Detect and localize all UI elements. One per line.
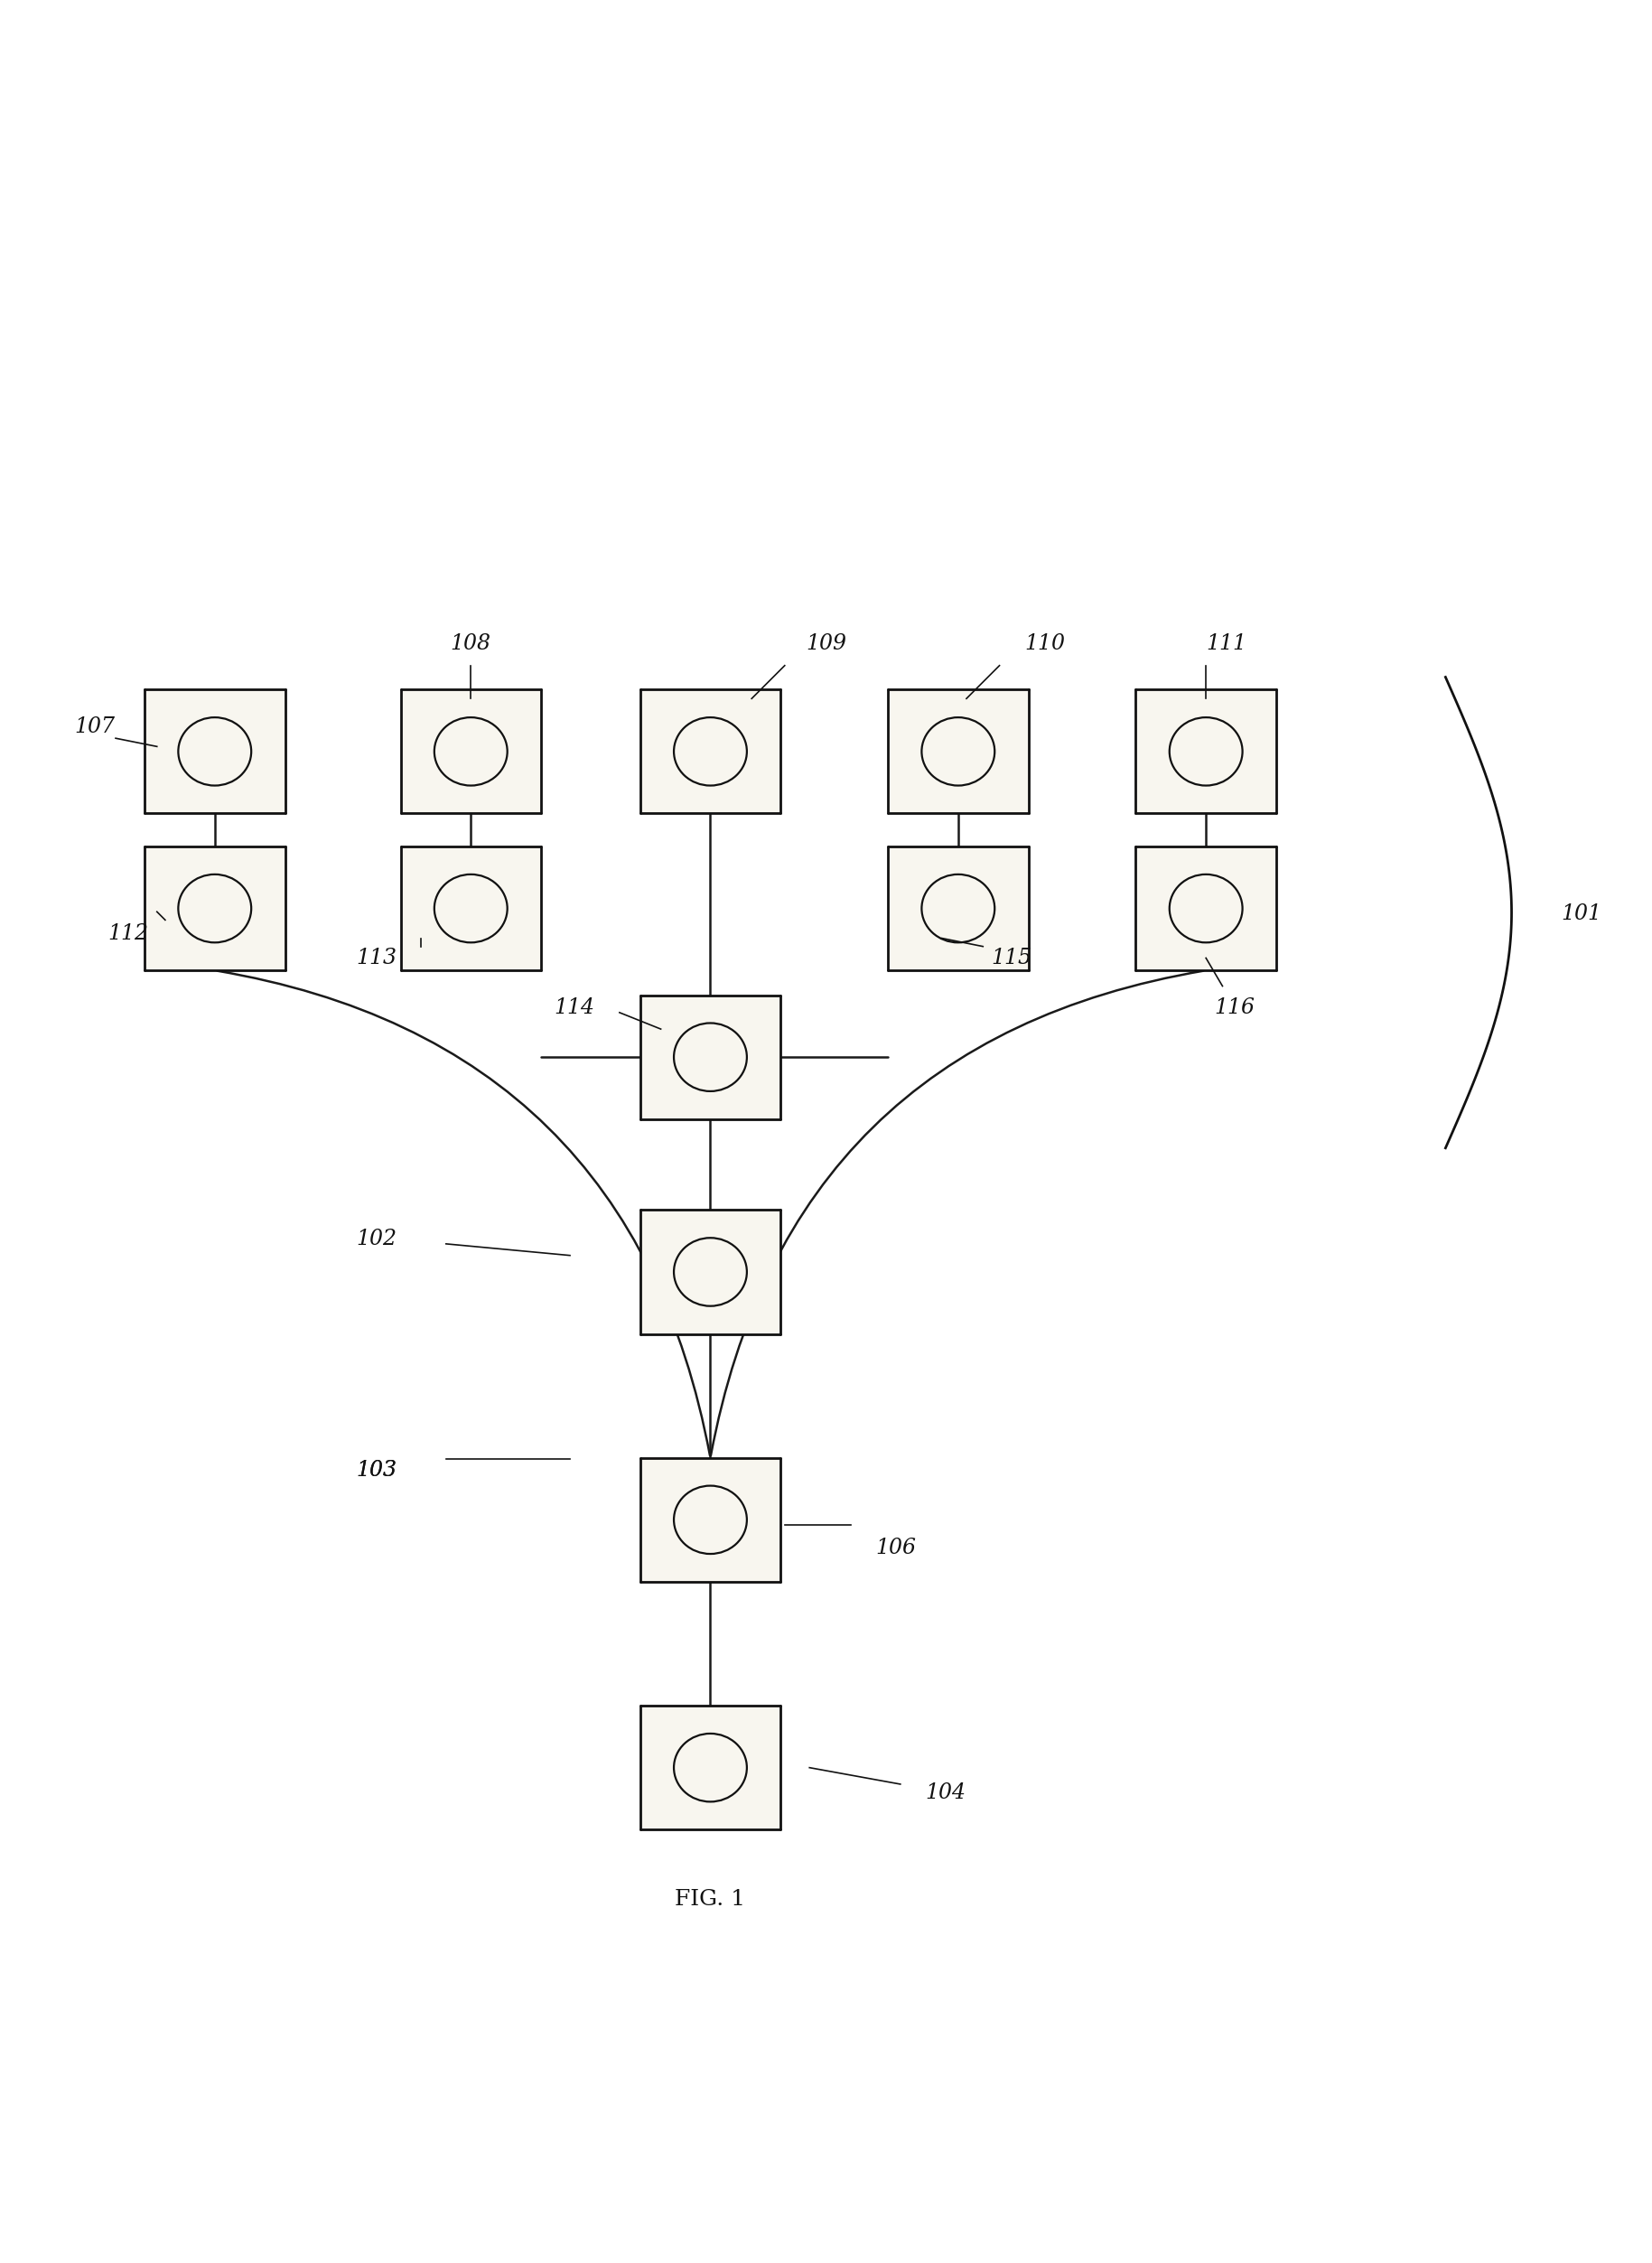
Polygon shape (889, 690, 1028, 812)
Text: 111: 111 (1206, 634, 1247, 654)
Polygon shape (889, 846, 1028, 971)
Polygon shape (641, 1211, 780, 1333)
Text: 103: 103 (355, 1460, 396, 1480)
Polygon shape (145, 846, 286, 971)
Polygon shape (641, 690, 780, 812)
Text: 109: 109 (806, 634, 846, 654)
Text: 115: 115 (991, 948, 1032, 969)
Text: 102: 102 (355, 1229, 396, 1249)
Polygon shape (1137, 690, 1275, 812)
Polygon shape (400, 690, 540, 812)
Text: 112: 112 (107, 923, 149, 944)
Polygon shape (641, 996, 780, 1120)
Polygon shape (641, 1457, 780, 1582)
Text: 104: 104 (925, 1781, 966, 1804)
Text: 103: 103 (355, 1460, 396, 1480)
Text: 107: 107 (74, 717, 116, 738)
Polygon shape (400, 846, 540, 971)
Text: 116: 116 (1214, 998, 1256, 1018)
Text: 114: 114 (553, 998, 595, 1018)
Text: 108: 108 (451, 634, 491, 654)
Text: 110: 110 (1024, 634, 1066, 654)
Text: 101: 101 (1561, 903, 1602, 923)
Text: 106: 106 (876, 1537, 917, 1559)
Polygon shape (641, 1706, 780, 1829)
Polygon shape (1137, 846, 1275, 971)
Text: FIG. 1: FIG. 1 (676, 1890, 745, 1910)
Polygon shape (145, 690, 286, 812)
Text: 113: 113 (355, 948, 396, 969)
